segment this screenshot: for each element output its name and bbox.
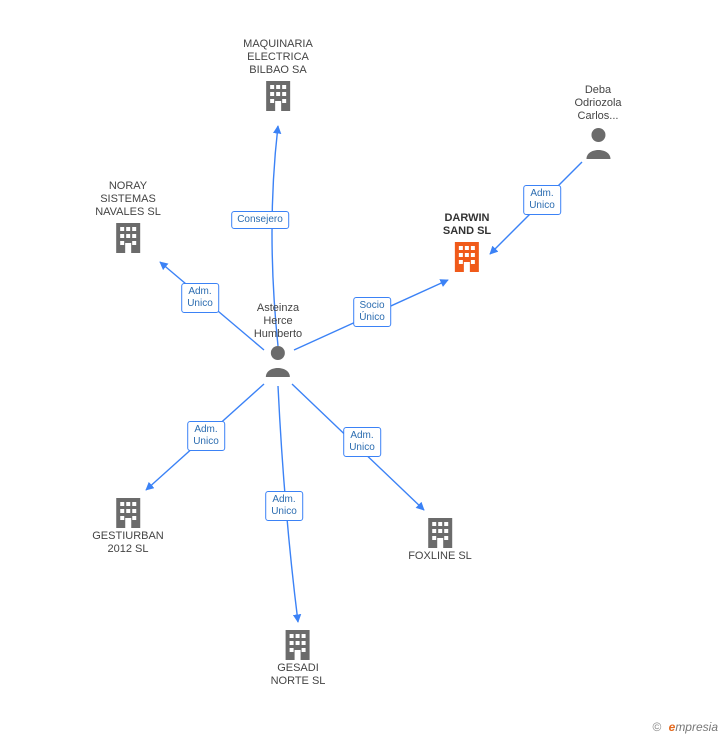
building-icon-wrap — [271, 628, 326, 662]
copyright-symbol: © — [652, 720, 661, 734]
edge-label: Socio Único — [353, 297, 391, 327]
node-gesadi[interactable]: GESADI NORTE SL — [271, 626, 326, 688]
building-icon — [113, 496, 143, 530]
node-maquinaria[interactable]: MAQUINARIA ELECTRICA BILBAO SA — [243, 38, 313, 113]
node-label: GESTIURBAN 2012 SL — [92, 530, 164, 556]
node-asteinza[interactable]: Asteinza Herce Humberto — [254, 302, 302, 377]
person-icon — [263, 343, 293, 377]
person-icon-wrap — [574, 125, 621, 159]
edge-label: Adm. Unico — [343, 427, 381, 457]
node-label: MAQUINARIA ELECTRICA BILBAO SA — [243, 38, 313, 77]
node-label: NORAY SISTEMAS NAVALES SL — [95, 180, 161, 219]
person-icon — [583, 125, 613, 159]
building-icon — [425, 516, 455, 550]
brand-rest: mpresia — [675, 720, 718, 734]
person-icon-wrap — [254, 343, 302, 377]
node-label: GESADI NORTE SL — [271, 662, 326, 688]
building-icon-wrap — [243, 79, 313, 113]
node-darwin[interactable]: DARWIN SAND SL — [443, 212, 491, 274]
building-icon — [263, 79, 293, 113]
building-icon-wrap — [95, 221, 161, 255]
node-noray[interactable]: NORAY SISTEMAS NAVALES SL — [95, 180, 161, 255]
node-label: DARWIN SAND SL — [443, 212, 491, 238]
edge-label: Adm. Unico — [187, 421, 225, 451]
building-icon — [283, 628, 313, 662]
building-icon-wrap — [92, 496, 164, 530]
edge-label: Adm. Unico — [265, 491, 303, 521]
node-label: Asteinza Herce Humberto — [254, 302, 302, 341]
node-label: Deba Odriozola Carlos... — [574, 84, 621, 123]
node-deba[interactable]: Deba Odriozola Carlos... — [574, 84, 621, 159]
edge-label: Consejero — [231, 211, 289, 229]
edge-label: Adm. Unico — [181, 283, 219, 313]
diagram-canvas: MAQUINARIA ELECTRICA BILBAO SA Deba Odri… — [0, 0, 728, 740]
edge-label: Adm. Unico — [523, 185, 561, 215]
node-gestiurban[interactable]: GESTIURBAN 2012 SL — [92, 494, 164, 556]
watermark: © empresia — [652, 720, 718, 734]
node-foxline[interactable]: FOXLINE SL — [408, 514, 472, 563]
building-icon — [113, 221, 143, 255]
building-icon — [452, 240, 482, 274]
building-icon-wrap — [408, 516, 472, 550]
node-label: FOXLINE SL — [408, 550, 472, 563]
building-icon-wrap — [443, 240, 491, 274]
